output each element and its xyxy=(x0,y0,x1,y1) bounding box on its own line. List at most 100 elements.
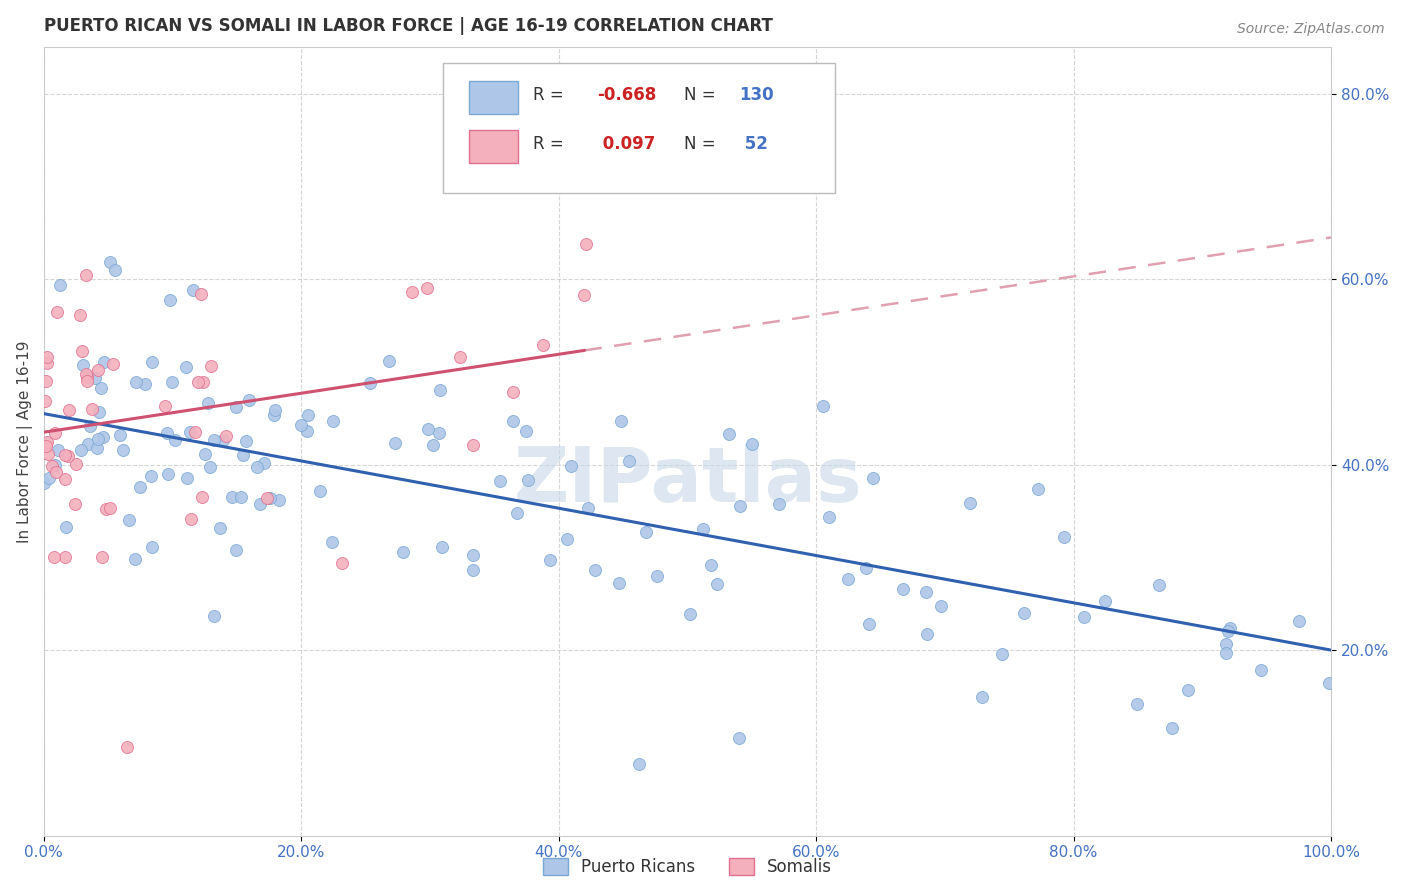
Point xyxy=(209,520,232,534)
Point xyxy=(160,375,183,389)
Point xyxy=(1026,482,1049,496)
Point xyxy=(165,433,187,447)
Point xyxy=(98,500,121,515)
Point xyxy=(377,354,399,368)
Point xyxy=(263,403,285,417)
Legend: Puerto Ricans, Somalis: Puerto Ricans, Somalis xyxy=(536,851,838,882)
Point xyxy=(253,456,276,470)
Point xyxy=(98,254,121,268)
Point xyxy=(42,550,65,565)
Point xyxy=(157,467,180,482)
Point xyxy=(1317,676,1340,690)
Point xyxy=(617,453,640,467)
Point xyxy=(215,429,238,443)
Point xyxy=(728,499,751,513)
Point xyxy=(706,577,728,591)
Point xyxy=(191,375,214,389)
Point xyxy=(429,383,451,397)
Point xyxy=(229,490,252,504)
Point xyxy=(91,429,114,443)
Point xyxy=(183,425,205,440)
Point xyxy=(235,434,257,449)
Point xyxy=(90,381,112,395)
Point xyxy=(111,443,134,458)
Point xyxy=(461,438,484,452)
Point xyxy=(489,161,512,175)
Point xyxy=(76,369,98,384)
Point xyxy=(156,426,179,441)
Point xyxy=(645,569,668,583)
Point xyxy=(49,277,72,292)
Point xyxy=(728,731,751,745)
Text: R =: R = xyxy=(533,136,564,153)
Point xyxy=(449,350,471,364)
Point xyxy=(461,563,484,577)
Point xyxy=(427,426,450,441)
Point xyxy=(322,414,344,428)
Point xyxy=(238,392,260,407)
Point xyxy=(489,474,512,488)
Point xyxy=(422,438,444,452)
Point xyxy=(515,424,537,438)
Point xyxy=(101,357,124,371)
Point xyxy=(202,433,225,447)
Point xyxy=(246,460,269,475)
Point xyxy=(179,425,201,439)
Point xyxy=(93,355,115,369)
Point xyxy=(1147,578,1170,592)
Point xyxy=(575,236,598,251)
Point xyxy=(741,437,763,451)
Point xyxy=(190,286,212,301)
Point xyxy=(256,491,278,505)
Point xyxy=(555,532,578,546)
Point xyxy=(295,424,318,438)
Point xyxy=(44,458,66,472)
Point xyxy=(1160,722,1182,736)
Point xyxy=(269,492,291,507)
Point xyxy=(134,377,156,392)
Point xyxy=(506,506,529,520)
Text: PUERTO RICAN VS SOMALI IN LABOR FORCE | AGE 16-19 CORRELATION CHART: PUERTO RICAN VS SOMALI IN LABOR FORCE | … xyxy=(44,17,773,35)
Point xyxy=(858,617,880,632)
Text: 130: 130 xyxy=(740,87,773,104)
Point xyxy=(35,434,58,449)
Point xyxy=(915,584,938,599)
Point xyxy=(1215,647,1237,661)
Point xyxy=(929,599,952,614)
Text: 52: 52 xyxy=(740,136,768,153)
Point xyxy=(959,496,981,510)
Point xyxy=(862,470,884,484)
Point xyxy=(65,457,87,471)
Y-axis label: In Labor Force | Age 16-19: In Labor Force | Age 16-19 xyxy=(17,340,32,542)
Point xyxy=(610,414,633,428)
Point xyxy=(516,473,538,487)
Point xyxy=(76,374,98,388)
Bar xyxy=(468,81,517,114)
Point xyxy=(37,447,59,461)
Point xyxy=(72,358,94,372)
Point xyxy=(176,471,198,485)
Point xyxy=(211,433,233,447)
Point xyxy=(1218,624,1240,638)
Point xyxy=(700,558,723,572)
Point xyxy=(70,344,93,359)
Point xyxy=(359,376,381,391)
Point xyxy=(574,288,596,302)
Point xyxy=(1288,614,1310,628)
Point xyxy=(1053,530,1076,544)
Point xyxy=(141,540,163,554)
Point xyxy=(461,548,484,562)
Point xyxy=(180,512,202,526)
Point xyxy=(108,428,131,442)
Point xyxy=(401,285,423,299)
Point xyxy=(45,465,67,479)
Point xyxy=(392,544,415,558)
Point xyxy=(198,459,221,474)
Point xyxy=(502,384,524,399)
Text: N =: N = xyxy=(683,87,716,104)
Point xyxy=(76,437,98,451)
Point xyxy=(183,283,205,297)
Point xyxy=(53,472,76,486)
Text: R =: R = xyxy=(533,87,564,104)
Point xyxy=(69,443,91,458)
